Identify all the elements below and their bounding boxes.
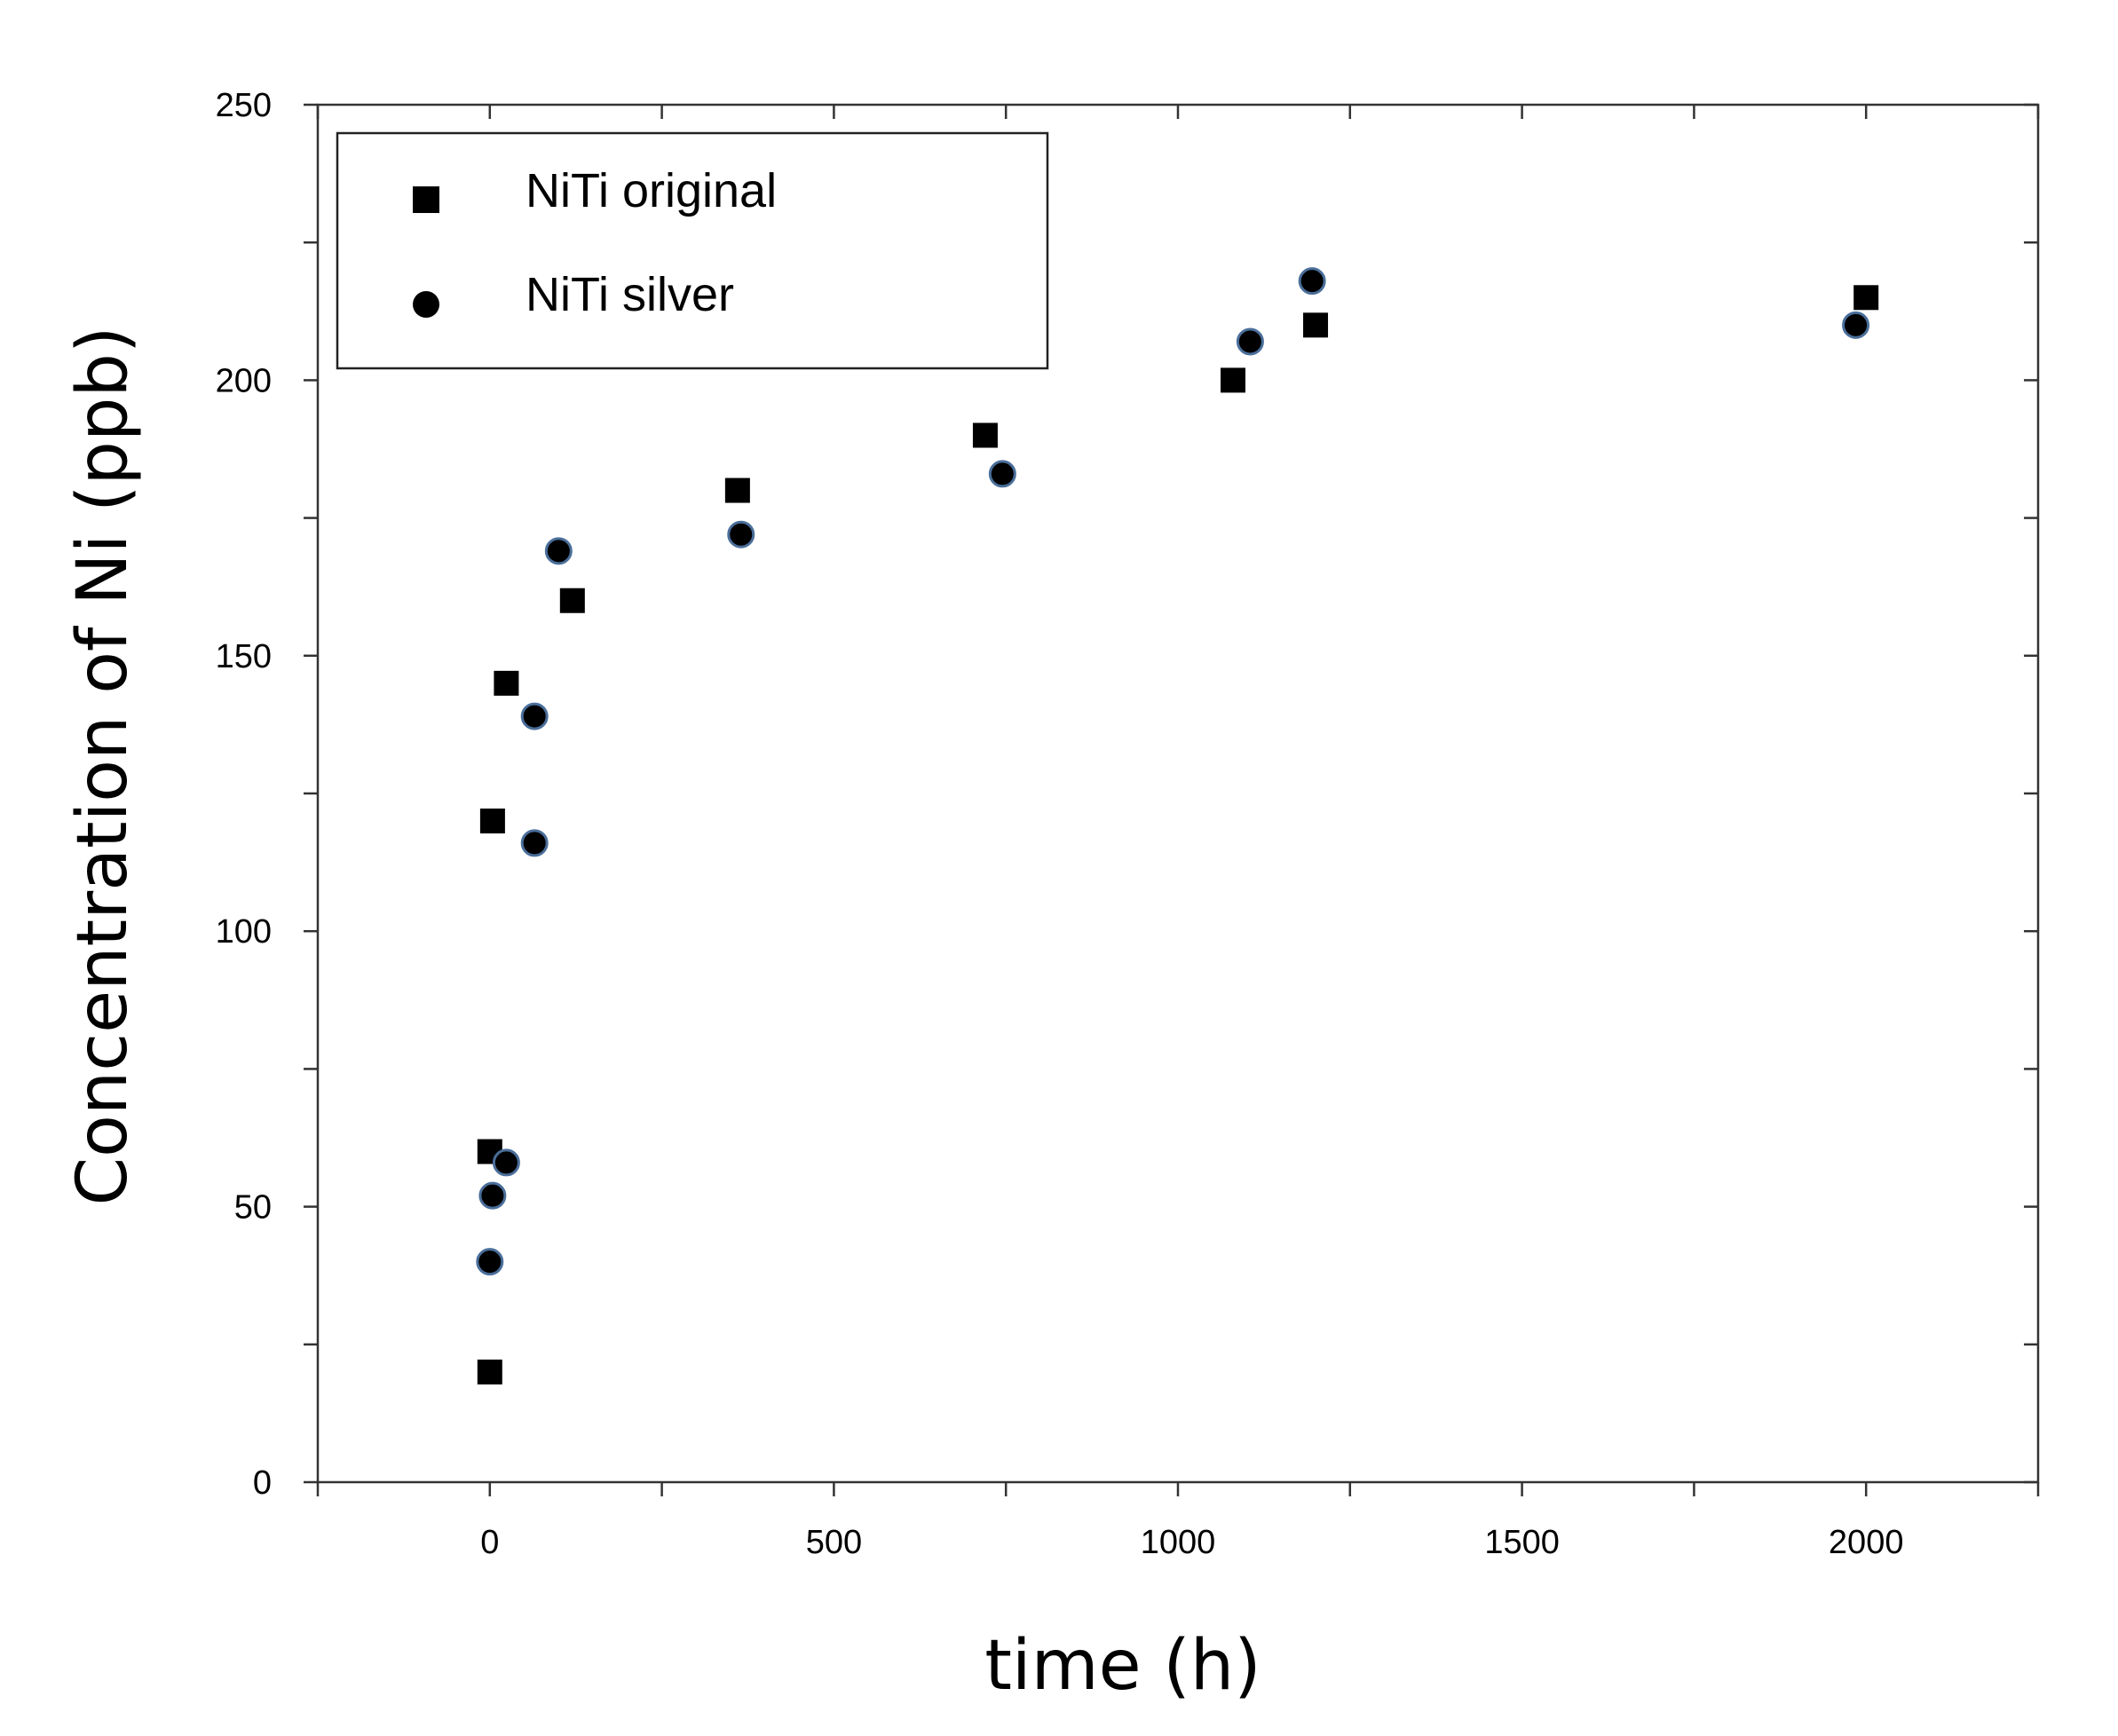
legend-label-niti-silver: NiTi silver [526,268,734,321]
data-point-circle [520,702,549,730]
data-point-square [972,422,998,448]
data-point-square [559,588,585,613]
data-point-circle [1842,311,1870,339]
series-1 [476,267,1870,1276]
x-tick-label: 1500 [1484,1524,1560,1561]
data-point-circle [478,1181,507,1210]
data-point-circle [492,1148,520,1177]
data-point-square [1221,367,1246,393]
data-point-circle [544,537,573,565]
y-axis-title: Concentration of Ni (ppb) [63,327,143,1206]
y-tick-label: 50 [234,1189,272,1227]
data-point-circle [1298,267,1326,296]
x-axis-title: time (h) [984,1626,1261,1706]
data-point-square [477,1359,502,1385]
y-tick-label: 100 [216,913,272,951]
y-axis-ticks: 0 50 100 150 200 250 [216,87,2038,1502]
x-tick-label: 0 [480,1524,499,1561]
legend: NiTi original NiTi silver [336,131,1049,370]
legend-box [336,131,1049,370]
data-point-square [724,477,750,503]
data-point-square [1853,285,1879,311]
data-point-square [494,670,519,696]
data-points [476,267,1879,1385]
legend-marker-niti-silver [413,291,439,318]
y-tick-label: 250 [216,87,272,124]
x-tick-label: 1000 [1141,1524,1216,1561]
data-point-circle [520,829,549,857]
x-tick-label: 2000 [1829,1524,1904,1561]
legend-label-niti-original: NiTi original [526,164,777,217]
y-tick-label: 150 [216,638,272,675]
x-axis-ticks: 0 500 1000 1500 2000 [316,105,2040,1561]
data-point-square [1303,312,1329,338]
data-point-circle [1236,327,1264,356]
legend-marker-niti-original [413,186,439,213]
data-point-square [479,809,505,834]
series-0 [477,285,1879,1385]
data-point-circle [988,460,1016,488]
data-point-circle [727,520,755,548]
data-point-circle [476,1248,504,1276]
x-tick-label: 500 [806,1524,862,1561]
y-tick-label: 200 [216,362,272,399]
y-tick-label: 0 [253,1464,272,1502]
